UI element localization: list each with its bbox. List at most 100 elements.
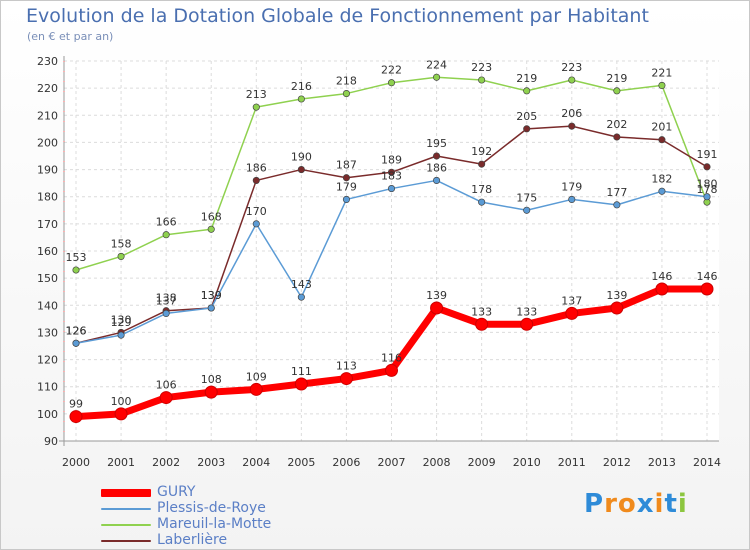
point-gury-2000 xyxy=(69,410,83,424)
data-label-laberliere-2014: 191 xyxy=(697,148,718,161)
data-label-plessis-de-roye-2005: 143 xyxy=(291,278,312,291)
data-label-mareuil-la-motte-2003: 168 xyxy=(201,210,222,223)
point-laberliere-2014 xyxy=(703,163,711,171)
data-label-laberliere-2004: 186 xyxy=(246,161,267,174)
point-gury-2008 xyxy=(430,301,444,315)
y-tick-label-150: 150 xyxy=(37,272,58,285)
point-mareuil-la-motte-2006 xyxy=(342,90,350,98)
data-label-plessis-de-roye-2008: 186 xyxy=(426,161,447,174)
data-label-mareuil-la-motte-2002: 166 xyxy=(156,216,177,229)
legend-label-laberliere: Laberlière xyxy=(157,532,228,548)
point-laberliere-2005 xyxy=(297,166,305,174)
logo-letter-6: i xyxy=(677,489,688,519)
data-label-mareuil-la-motte-2001: 158 xyxy=(111,237,132,250)
data-label-gury-2009: 133 xyxy=(471,305,492,318)
x-tick-label-2007: 2007 xyxy=(378,456,406,469)
y-tick-label-110: 110 xyxy=(37,381,58,394)
point-laberliere-2007 xyxy=(387,168,396,176)
point-mareuil-la-motte-2009 xyxy=(478,76,486,84)
point-gury-2012 xyxy=(610,301,624,315)
x-tick-label-2005: 2005 xyxy=(287,456,315,469)
data-label-plessis-de-roye-2009: 178 xyxy=(471,183,492,196)
data-label-laberliere-2005: 190 xyxy=(291,151,312,164)
x-tick-label-2014: 2014 xyxy=(693,456,721,469)
data-label-mareuil-la-motte-2012: 219 xyxy=(606,72,627,85)
data-label-plessis-de-roye-2013: 182 xyxy=(651,172,672,185)
data-label-gury-2000: 99 xyxy=(69,398,83,411)
data-label-mareuil-la-motte-2008: 224 xyxy=(426,58,447,71)
point-plessis-de-roye-2000 xyxy=(72,339,80,347)
data-label-gury-2014: 146 xyxy=(697,270,718,283)
point-laberliere-2009 xyxy=(478,160,486,168)
point-gury-2005 xyxy=(294,377,308,391)
point-plessis-de-roye-2006 xyxy=(342,195,350,203)
point-mareuil-la-motte-2012 xyxy=(613,87,621,95)
y-tick-label-120: 120 xyxy=(37,354,58,367)
logo-letter-1: r xyxy=(604,489,618,519)
data-label-plessis-de-roye-2014: 180 xyxy=(697,178,718,191)
y-tick-label-190: 190 xyxy=(37,164,58,177)
data-label-laberliere-2002: 138 xyxy=(156,292,177,305)
data-label-laberliere-2006: 187 xyxy=(336,159,357,172)
point-gury-2007 xyxy=(385,363,398,377)
point-mareuil-la-motte-2008 xyxy=(433,73,441,81)
point-plessis-de-roye-2008 xyxy=(433,176,441,184)
x-tick-label-2013: 2013 xyxy=(648,456,676,469)
point-plessis-de-roye-2012 xyxy=(613,201,621,209)
legend-label-plessis-de-roye: Plessis-de-Roye xyxy=(157,500,266,516)
y-tick-label-90: 90 xyxy=(44,435,58,448)
data-label-gury-2004: 109 xyxy=(246,370,267,383)
data-label-laberliere-2001: 130 xyxy=(111,313,132,326)
data-label-gury-2005: 111 xyxy=(291,365,312,378)
data-label-laberliere-2011: 206 xyxy=(561,107,582,120)
data-label-gury-2006: 113 xyxy=(336,360,357,373)
point-mareuil-la-motte-2000 xyxy=(72,266,80,274)
data-label-laberliere-2007: 189 xyxy=(381,153,402,166)
x-tick-label-2009: 2009 xyxy=(468,456,496,469)
data-label-plessis-de-roye-2003: 139 xyxy=(201,289,222,302)
point-laberliere-2012 xyxy=(613,133,621,141)
data-label-mareuil-la-motte-2009: 223 xyxy=(471,61,492,74)
x-tick-label-2010: 2010 xyxy=(513,456,541,469)
point-gury-2010 xyxy=(520,317,534,331)
point-mareuil-la-motte-2005 xyxy=(297,95,305,103)
data-label-plessis-de-roye-2002: 137 xyxy=(156,294,177,307)
point-gury-2009 xyxy=(475,317,489,331)
point-mareuil-la-motte-2002 xyxy=(162,231,170,239)
chart-title: Evolution de la Dotation Globale de Fonc… xyxy=(26,5,649,27)
point-plessis-de-roye-2004 xyxy=(252,220,260,228)
data-label-gury-2013: 146 xyxy=(651,270,672,283)
data-label-mareuil-la-motte-2004: 213 xyxy=(246,88,267,101)
data-label-laberliere-2012: 202 xyxy=(606,118,627,131)
data-label-laberliere-2000: 126 xyxy=(66,324,87,337)
logo-letter-0: P xyxy=(584,489,605,519)
legend-swatch-gury xyxy=(101,489,151,497)
data-label-gury-2001: 100 xyxy=(111,395,132,408)
x-tick-label-2012: 2012 xyxy=(603,456,631,469)
logo-letter-3: x xyxy=(636,489,655,519)
point-plessis-de-roye-2010 xyxy=(523,206,531,214)
proxiti-logo: Proxiti xyxy=(584,489,688,519)
data-label-gury-2008: 139 xyxy=(426,289,447,302)
legend-swatch-laberliere xyxy=(101,540,151,542)
data-label-gury-2010: 133 xyxy=(516,305,537,318)
data-label-gury-2011: 137 xyxy=(561,294,582,307)
data-label-plessis-de-roye-2001: 129 xyxy=(111,316,132,329)
data-label-mareuil-la-motte-2013: 221 xyxy=(651,66,672,79)
data-label-plessis-de-roye-2011: 179 xyxy=(561,180,582,193)
point-laberliere-2011 xyxy=(568,122,576,130)
point-gury-2003 xyxy=(204,385,218,399)
x-tick-label-2008: 2008 xyxy=(423,456,451,469)
data-label-plessis-de-roye-2007: 183 xyxy=(381,170,402,183)
data-label-laberliere-2013: 201 xyxy=(651,121,672,134)
y-tick-label-170: 170 xyxy=(37,218,58,231)
y-tick-label-160: 160 xyxy=(37,245,58,258)
point-mareuil-la-motte-2003 xyxy=(207,225,215,233)
data-label-plessis-de-roye-2010: 175 xyxy=(516,191,537,204)
data-label-plessis-de-roye-2006: 179 xyxy=(336,180,357,193)
chart-subtitle: (en € et par an) xyxy=(27,30,114,43)
point-gury-2013 xyxy=(655,282,669,296)
point-plessis-de-roye-2003 xyxy=(207,304,215,312)
data-label-gury-2007: 116 xyxy=(381,351,402,364)
point-plessis-de-roye-2014 xyxy=(703,193,711,201)
